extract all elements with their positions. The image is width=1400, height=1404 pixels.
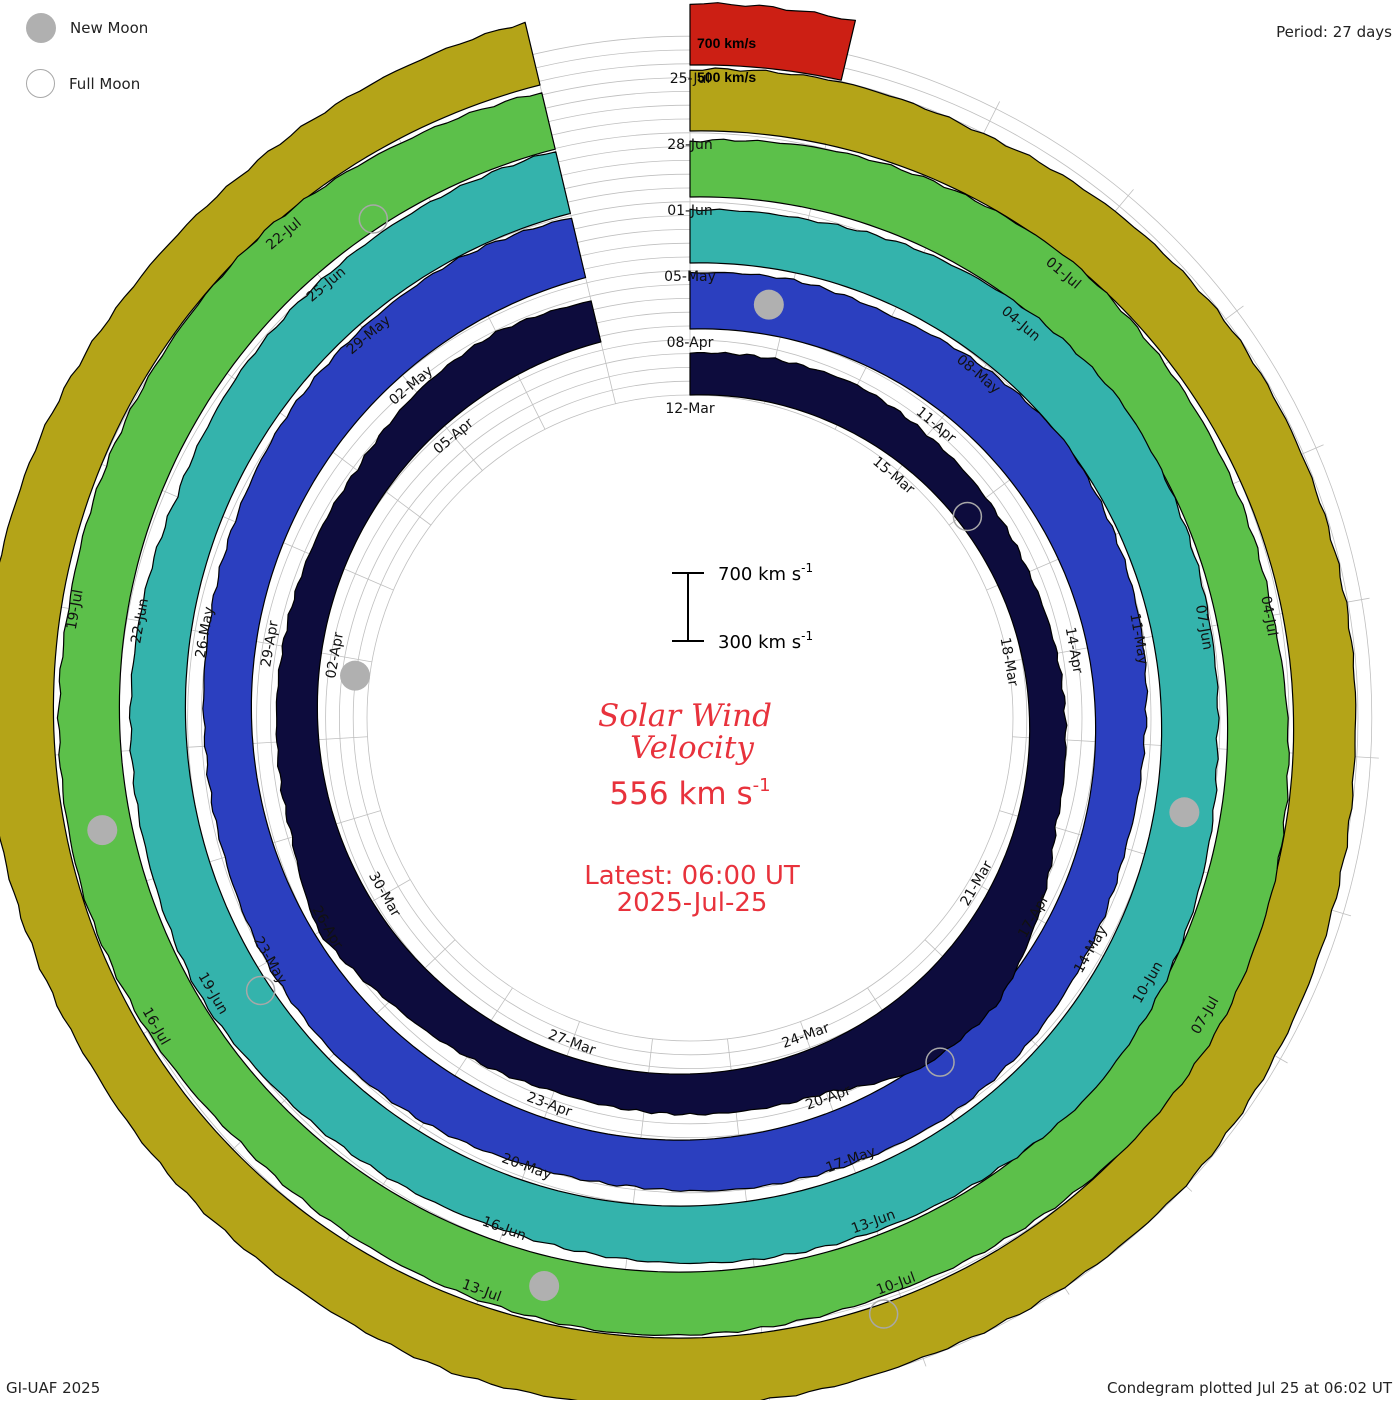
full-moon-marker: [952, 501, 983, 532]
new-moon-marker: [87, 815, 118, 846]
new-moon-marker: [1169, 797, 1200, 828]
full-moon-marker: [868, 1299, 899, 1329]
velocity-band-series-2: [202, 217, 1149, 1192]
date-label: 01-Jun: [667, 203, 713, 219]
latest-time: Latest: 06:00 UT: [584, 861, 800, 891]
plotted-label: Condegram plotted Jul 25 at 06:02 UT: [1106, 1379, 1392, 1397]
scale-top-label: 700 km s-1: [718, 561, 813, 585]
velocity-band-series-6: [689, 2, 856, 81]
period-label: Period: 27 days: [1276, 23, 1392, 41]
date-label: 18-Mar: [997, 636, 1021, 688]
legend-full-moon: Full Moon: [26, 69, 140, 98]
center-title: Solar Wind Velocity 556 km s-1 Latest: 0…: [584, 698, 800, 918]
full-moon-marker: [245, 975, 276, 1006]
date-label: 19-Jul: [64, 588, 87, 631]
bands-layer: [0, 2, 1357, 1404]
title-line-2: Velocity: [630, 730, 754, 766]
legend-new-moon-label: New Moon: [70, 19, 149, 37]
scale-bottom-label: 300 km s-1: [718, 629, 813, 653]
legend-full-moon-label: Full Moon: [69, 74, 141, 93]
credit-label: GI-UAF 2025: [6, 1379, 101, 1397]
date-label: 29-Apr: [258, 619, 282, 668]
current-velocity: 556 km s-1: [609, 775, 770, 812]
ref-label-low: 500 km/s: [697, 69, 756, 85]
full-moon-marker: [925, 1047, 955, 1077]
ref-label-high: 700 km/s: [697, 35, 756, 51]
date-label: 07-Jun: [1192, 604, 1216, 652]
date-label: 08-Apr: [667, 335, 714, 351]
full-moon-icon: [26, 69, 55, 98]
velocity-band-series-1: [275, 300, 1068, 1116]
new-moon-marker: [340, 660, 371, 691]
date-label: 14-Apr: [1062, 626, 1086, 675]
moon-markers-layer: [87, 204, 1200, 1329]
date-label: 25-Jul: [670, 71, 711, 87]
date-label: 22-Jun: [128, 597, 152, 645]
new-moon-marker: [753, 289, 784, 320]
velocity-band-series-3: [128, 151, 1220, 1265]
date-label: 28-Jun: [667, 137, 713, 153]
new-moon-icon: [26, 13, 56, 43]
new-moon-marker: [529, 1271, 560, 1302]
date-label: 04-Jul: [1257, 595, 1280, 638]
full-moon-marker: [358, 204, 389, 234]
legend-new-moon: New Moon: [26, 13, 148, 43]
title-line-1: Solar Wind: [598, 698, 772, 734]
latest-date: 2025-Jul-25: [617, 888, 768, 918]
scale-bar: 700 km s-1 300 km s-1: [672, 561, 813, 653]
date-label: 12-Mar: [665, 401, 715, 417]
date-label: 05-May: [664, 269, 716, 285]
